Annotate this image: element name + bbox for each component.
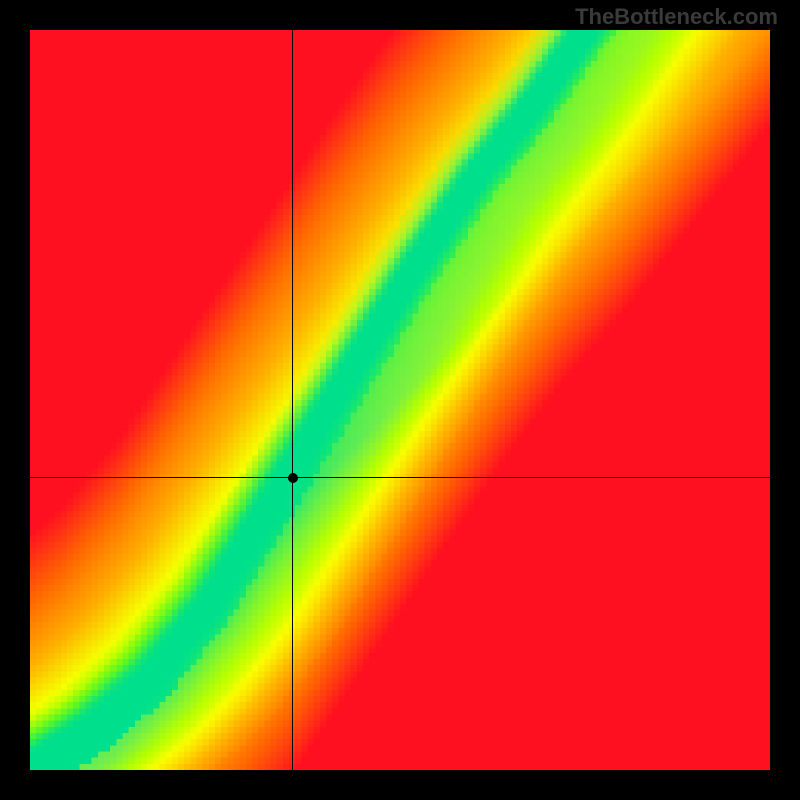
crosshair-horizontal [30,477,770,478]
bottleneck-heatmap [30,30,770,770]
crosshair-vertical [292,30,293,770]
watermark-text: TheBottleneck.com [575,4,778,30]
crosshair-marker [288,473,298,483]
